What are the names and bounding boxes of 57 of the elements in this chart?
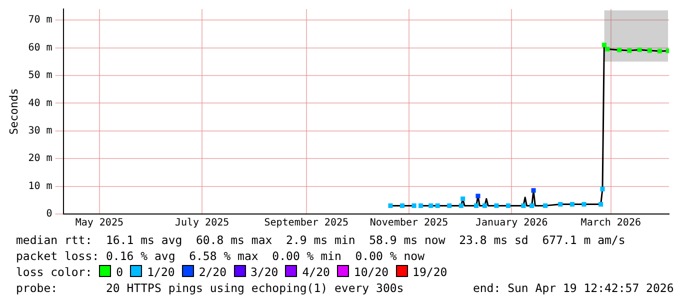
legend-label: 0 bbox=[116, 265, 124, 279]
point bbox=[400, 203, 405, 208]
legend-label: 1/20 bbox=[147, 265, 175, 279]
legend-label: 19/20 bbox=[412, 265, 448, 279]
legend-label: 4/20 bbox=[302, 265, 330, 279]
point bbox=[474, 203, 479, 208]
point bbox=[666, 48, 669, 54]
legend-label: 10/20 bbox=[354, 265, 389, 279]
point bbox=[627, 48, 632, 53]
point bbox=[482, 203, 487, 208]
point bbox=[476, 194, 480, 198]
point bbox=[428, 203, 434, 208]
text: probe: 20 HTTPS pings using echoping(1) every 300s end: Sun Apr 19 12:42:57 2026 bbox=[16, 280, 674, 296]
point bbox=[558, 202, 563, 207]
point bbox=[388, 203, 393, 208]
text: packet loss: 0.16 % avg 6.58 % max 0.00 % min 0.00 % now bbox=[16, 248, 426, 264]
point bbox=[657, 48, 662, 54]
point bbox=[447, 203, 452, 208]
point bbox=[570, 202, 574, 207]
point bbox=[521, 203, 526, 208]
point bbox=[647, 48, 652, 53]
point bbox=[435, 203, 440, 208]
point bbox=[531, 188, 536, 193]
point bbox=[617, 48, 622, 52]
point bbox=[412, 203, 416, 208]
x-tick-label: July 2025 bbox=[174, 218, 230, 229]
y-tick-label: 0 bbox=[46, 208, 52, 220]
point bbox=[543, 203, 548, 208]
y-axis-title: Seconds bbox=[7, 88, 20, 135]
x-tick-label: November 2025 bbox=[370, 218, 448, 229]
x-tick-label: March 2026 bbox=[580, 218, 642, 229]
point bbox=[460, 196, 466, 202]
point bbox=[637, 47, 642, 52]
point bbox=[598, 202, 604, 207]
point bbox=[458, 203, 464, 208]
y-tick-label: 50 m bbox=[28, 70, 52, 82]
y-tick-label: 40 m bbox=[28, 98, 52, 109]
legend-label: 2/20 bbox=[198, 265, 227, 279]
point bbox=[602, 42, 606, 48]
point bbox=[605, 46, 610, 52]
x-tick-label: September 2025 bbox=[264, 218, 349, 229]
text: median rtt: 16.1 ms avg 60.8 ms max 2.9 ms min 58.9 ms now 23.8 ms sd 677.1 m am/s bbox=[16, 232, 626, 248]
x-tick-label: May 2025 bbox=[75, 218, 124, 229]
point bbox=[494, 203, 499, 208]
point bbox=[530, 203, 534, 208]
legend-label: 3/20 bbox=[250, 265, 278, 279]
y-tick-label: 10 m bbox=[28, 180, 52, 192]
point bbox=[582, 202, 586, 207]
point bbox=[506, 203, 511, 208]
point bbox=[600, 186, 605, 192]
y-tick-label: 20 m bbox=[28, 153, 52, 164]
point bbox=[418, 203, 424, 208]
y-tick-label: 70 m bbox=[28, 14, 52, 26]
y-tick-label: 60 m bbox=[28, 42, 52, 54]
y-tick-label: 30 m bbox=[28, 125, 52, 136]
text: loss color: bbox=[16, 265, 92, 279]
x-tick-label: January 2026 bbox=[476, 218, 548, 229]
